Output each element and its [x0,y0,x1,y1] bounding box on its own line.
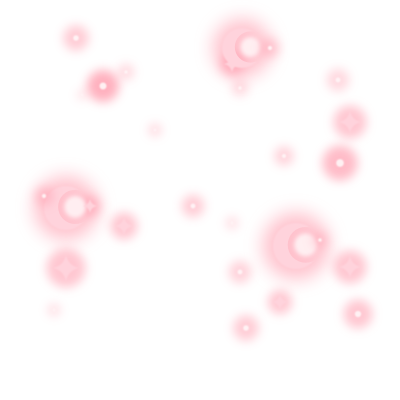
sparkle-star [339,256,361,278]
moon-layer [44,28,319,269]
glow-dot-core [354,310,362,318]
crescent-moon [44,186,88,230]
sparkle-star [224,56,240,72]
moon-inner-glow [294,233,318,257]
glow-dot-core [267,45,273,51]
glow-dot-core [318,238,322,242]
moon-inner-glow [64,195,87,218]
sparkle-star [83,199,97,213]
sparkle-layer [53,56,361,310]
glow-dot-core [243,325,249,331]
glow-dot-core [153,128,157,132]
moon-inner-glow [240,37,261,57]
glow-dot-core [52,308,56,312]
glow-dot-core [80,93,84,97]
sparkle-star [272,294,288,310]
glow-dot-core [238,86,242,90]
glow-layer [34,19,367,314]
sparkle-star [53,255,79,281]
glow-dot-core [73,35,79,41]
crescent-moon [222,28,262,68]
glow-dot-core [124,70,128,74]
glow-dot-core [237,269,243,275]
glow-dot-core [190,203,196,209]
glow-dot-core [336,159,344,167]
glow-dot-core [281,153,287,159]
glow-dot-core [99,82,107,90]
crescent-moon [273,223,319,269]
sparkle-star [115,217,133,235]
glow-dot-core [230,221,234,225]
sparkle-star [339,111,361,133]
dot-layer [34,25,373,341]
glow-dot-core [41,193,47,199]
glow-dot-core [335,77,341,83]
